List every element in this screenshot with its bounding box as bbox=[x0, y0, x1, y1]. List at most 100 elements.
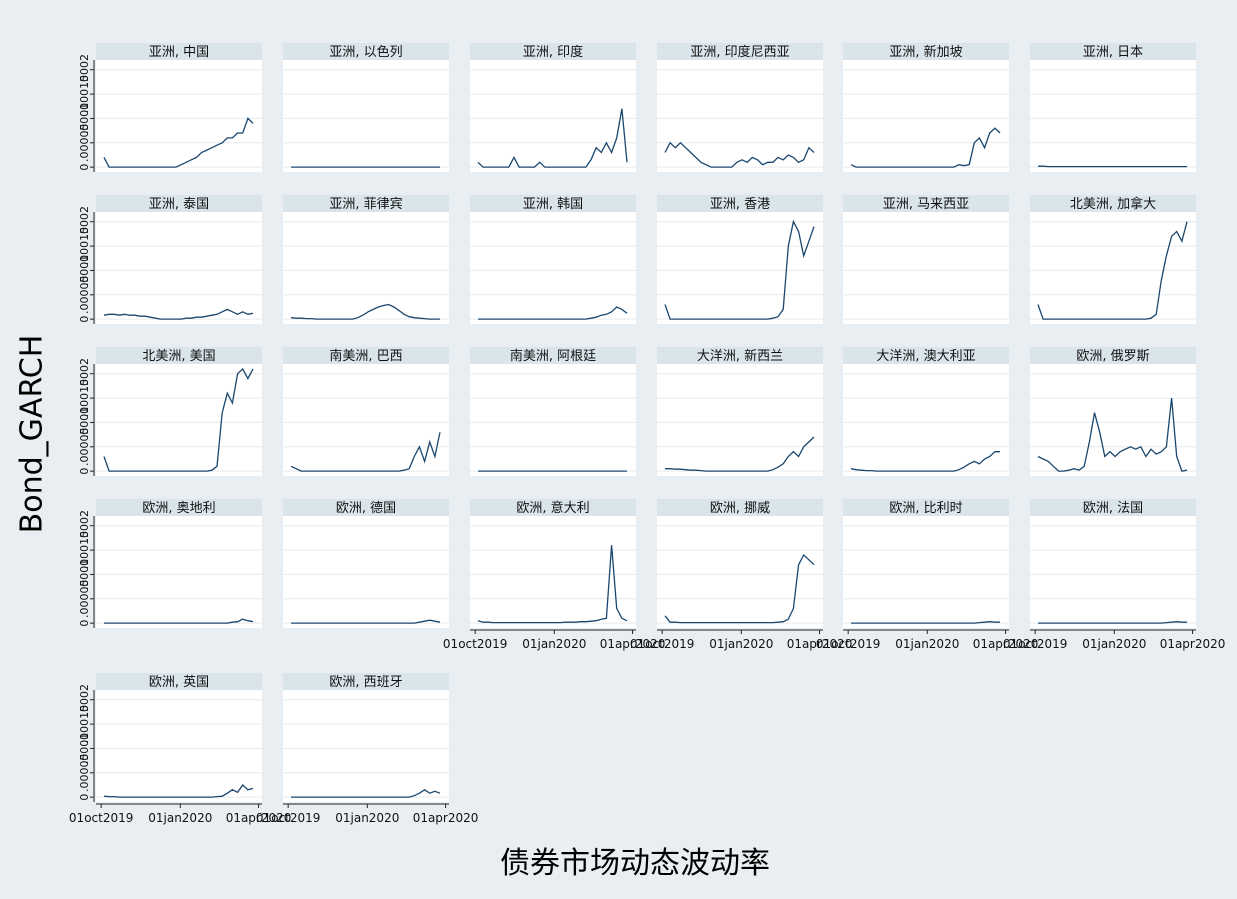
panel-plot-area bbox=[657, 212, 823, 324]
y-tick-label: .00015 bbox=[78, 705, 91, 744]
y-tick-label: 0 bbox=[78, 468, 91, 475]
panel-header bbox=[1030, 347, 1196, 364]
y-tick-label: .00005 bbox=[78, 754, 91, 793]
panel-plot-area bbox=[657, 364, 823, 476]
x-tick-label: 01jan2020 bbox=[895, 637, 959, 651]
panel-header bbox=[843, 195, 1009, 212]
y-tick-label: .0001 bbox=[78, 103, 91, 135]
series-line bbox=[291, 619, 441, 624]
panel-header bbox=[283, 43, 449, 60]
panel-header bbox=[283, 195, 449, 212]
panel-header bbox=[96, 673, 262, 690]
panel-header bbox=[843, 347, 1009, 364]
y-tick-label: 0 bbox=[78, 620, 91, 627]
panel-title: 欧洲, 西班牙 bbox=[329, 675, 402, 690]
panel-title: 亚洲, 菲律宾 bbox=[329, 196, 402, 212]
series-line bbox=[103, 784, 254, 798]
panel-plot-area bbox=[843, 212, 1009, 324]
panel-plot-area bbox=[470, 364, 636, 476]
panel-plot-area bbox=[96, 212, 262, 324]
x-tick-label: 01oct2019 bbox=[256, 811, 320, 825]
panel-plot-area bbox=[843, 364, 1009, 476]
y-axis-title: Bond_GARCH bbox=[14, 334, 50, 534]
panel-title: 欧洲, 意大利 bbox=[516, 500, 589, 516]
series-line bbox=[1038, 621, 1187, 624]
panel-title: 欧洲, 挪威 bbox=[710, 501, 770, 516]
x-tick-label: 01jan2020 bbox=[335, 811, 399, 825]
y-tick-label: 0 bbox=[78, 316, 91, 323]
x-axis-title: 债券市场动态波动率 bbox=[500, 846, 770, 881]
x-tick-label: 01apr2020 bbox=[600, 637, 666, 651]
panel-plot-area bbox=[1030, 364, 1196, 476]
panel-title: 南美洲, 阿根廷 bbox=[510, 348, 596, 364]
panel-plot-area bbox=[1030, 516, 1196, 628]
panel-header bbox=[657, 499, 823, 516]
x-tick-label: 01oct2019 bbox=[630, 637, 694, 651]
y-tick-label: .00015 bbox=[78, 227, 91, 266]
x-tick-label: 01oct2019 bbox=[443, 637, 507, 651]
x-tick-label: 01apr2020 bbox=[973, 637, 1039, 651]
panel-header bbox=[657, 347, 823, 364]
panel-header bbox=[96, 195, 262, 212]
panel-plot-area bbox=[96, 690, 262, 802]
x-tick-label: 01jan2020 bbox=[522, 637, 586, 651]
series-line bbox=[665, 436, 815, 472]
panel-title: 欧洲, 法国 bbox=[1083, 501, 1143, 516]
panel-plot-area bbox=[657, 60, 823, 172]
panel-title: 亚洲, 日本 bbox=[1083, 45, 1143, 60]
y-tick-label: .0002 bbox=[78, 358, 91, 390]
y-tick-label: .0002 bbox=[78, 206, 91, 238]
panel-title: 亚洲, 印度尼西亚 bbox=[690, 44, 789, 60]
series-line bbox=[103, 117, 254, 168]
panel-title: 大洋洲, 澳大利亚 bbox=[876, 348, 975, 364]
y-tick-label: .0001 bbox=[78, 559, 91, 591]
panel-plot-area bbox=[470, 212, 636, 324]
panel-header bbox=[470, 499, 636, 516]
panel-title: 亚洲, 印度 bbox=[523, 44, 583, 60]
panel-header bbox=[1030, 43, 1196, 60]
panel-title: 大洋洲, 新西兰 bbox=[697, 348, 783, 364]
panel-header bbox=[96, 43, 262, 60]
series-line bbox=[477, 545, 628, 624]
panel-title: 欧洲, 奥地利 bbox=[142, 501, 215, 516]
panel-title: 北美洲, 加拿大 bbox=[1070, 196, 1156, 212]
panel-plot-area bbox=[283, 364, 449, 476]
panel-plot-area bbox=[96, 364, 262, 476]
panel-header bbox=[96, 499, 262, 516]
panel-plot-area bbox=[657, 516, 823, 628]
series-line bbox=[851, 621, 1000, 624]
panel-title: 亚洲, 中国 bbox=[149, 45, 209, 60]
series-line bbox=[664, 553, 815, 624]
x-tick-label: 01apr2020 bbox=[787, 637, 853, 651]
panel-header bbox=[283, 673, 449, 690]
panel-plot-area bbox=[470, 60, 636, 172]
panel-plot-area bbox=[1030, 212, 1196, 324]
panel-plot-area bbox=[283, 60, 449, 172]
y-tick-label: .00005 bbox=[78, 276, 91, 315]
x-tick-label: 01apr2020 bbox=[1160, 637, 1226, 651]
series-line bbox=[104, 618, 254, 624]
y-tick-label: .0002 bbox=[78, 510, 91, 542]
y-tick-label: 0 bbox=[78, 794, 91, 801]
series-line bbox=[1037, 221, 1188, 320]
panel-plot-area bbox=[1030, 60, 1196, 172]
series-line bbox=[103, 308, 254, 320]
series-line bbox=[664, 219, 815, 320]
panel-header bbox=[470, 347, 636, 364]
series-line bbox=[290, 432, 441, 472]
y-tick-label: .00015 bbox=[78, 379, 91, 418]
series-line bbox=[1037, 398, 1188, 472]
y-tick-label: .0001 bbox=[78, 255, 91, 287]
panel-header bbox=[843, 43, 1009, 60]
series-line bbox=[664, 141, 815, 168]
panel-title: 亚洲, 香港 bbox=[710, 197, 770, 212]
panel-plot-area bbox=[470, 516, 636, 628]
y-tick-label: .00005 bbox=[78, 124, 91, 163]
y-tick-label: .0001 bbox=[78, 733, 91, 765]
panel-plot-area bbox=[96, 60, 262, 172]
x-tick-label: 01oct2019 bbox=[816, 637, 880, 651]
panel-header bbox=[657, 195, 823, 212]
panel-header bbox=[283, 499, 449, 516]
panel-plot-area bbox=[843, 516, 1009, 628]
